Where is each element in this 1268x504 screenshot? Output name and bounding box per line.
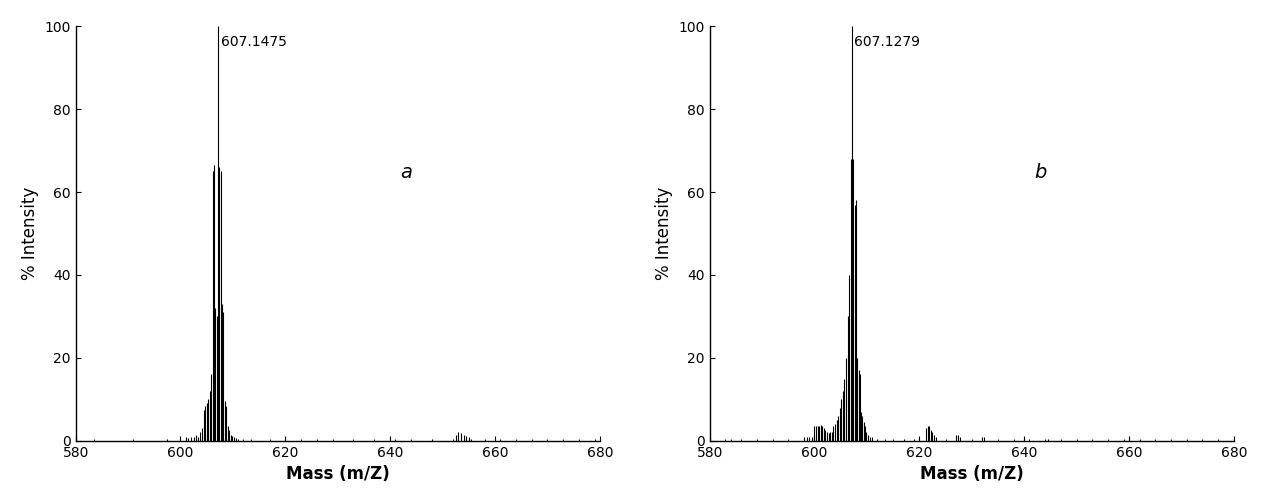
Y-axis label: % Intensity: % Intensity <box>20 187 39 280</box>
X-axis label: Mass (m/Z): Mass (m/Z) <box>919 465 1023 483</box>
X-axis label: Mass (m/Z): Mass (m/Z) <box>285 465 389 483</box>
Text: a: a <box>401 163 412 182</box>
Text: 607.1475: 607.1475 <box>221 35 287 48</box>
Y-axis label: % Intensity: % Intensity <box>654 187 673 280</box>
Text: 607.1279: 607.1279 <box>855 35 921 48</box>
Text: b: b <box>1035 163 1047 182</box>
